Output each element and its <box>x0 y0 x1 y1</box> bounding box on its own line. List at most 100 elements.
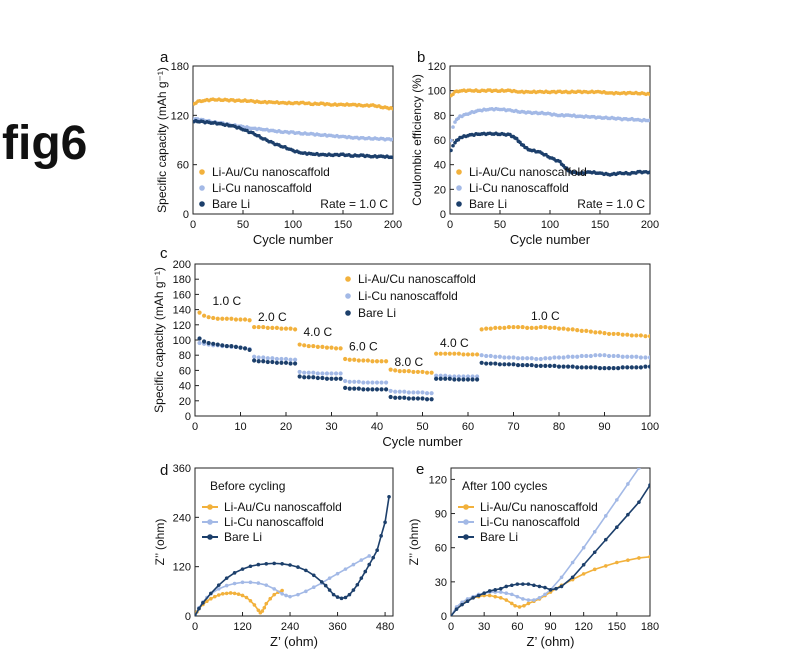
data-point <box>264 561 269 566</box>
data-point <box>402 389 407 394</box>
data-point <box>361 358 366 363</box>
data-point <box>588 365 593 370</box>
data-point <box>420 369 425 375</box>
data-point <box>488 361 493 366</box>
data-point <box>228 591 233 595</box>
data-point <box>304 589 308 594</box>
data-point <box>482 591 486 596</box>
data-point <box>534 325 539 330</box>
data-point <box>566 327 571 332</box>
series-li-au-cu-nanoscaffold <box>195 588 284 616</box>
series-li-au-cu-nanoscaffold <box>451 555 650 616</box>
data-point <box>288 563 292 567</box>
y-tick-label: 140 <box>173 305 191 317</box>
chart-panel-c: 0 10 20 30 40 50 60 70 80 90 100 0 20 40 60 80 100 120 140… <box>152 245 659 449</box>
data-point <box>615 560 619 565</box>
data-point <box>215 316 220 321</box>
y-tick-label: 120 <box>173 562 191 574</box>
data-point <box>288 594 292 599</box>
data-point <box>296 565 300 569</box>
data-point <box>552 363 557 368</box>
data-point <box>543 585 547 590</box>
data-point <box>451 125 455 129</box>
data-point <box>522 603 526 608</box>
series-bare-li <box>450 131 650 177</box>
data-point <box>283 326 289 331</box>
data-point <box>274 325 279 330</box>
data-point <box>487 589 492 593</box>
data-point <box>643 355 648 360</box>
data-point <box>575 365 580 370</box>
x-axis-label: Cycle number <box>382 434 463 449</box>
data-point <box>593 353 598 358</box>
data-point <box>643 334 648 339</box>
data-point <box>215 342 220 347</box>
data-point <box>534 363 539 368</box>
x-tick-label: 80 <box>553 421 565 433</box>
data-point <box>504 591 509 596</box>
legend-marker <box>207 534 213 540</box>
data-point <box>465 352 471 357</box>
data-point <box>548 588 553 592</box>
data-point <box>247 347 252 352</box>
data-point <box>497 325 502 330</box>
series-li-cu-nanoscaffold <box>197 340 650 396</box>
data-point <box>456 374 461 379</box>
series-li-cu-nanoscaffold <box>450 106 650 143</box>
data-point <box>543 592 547 597</box>
data-point <box>616 353 621 359</box>
data-point <box>240 593 245 598</box>
data-point <box>211 341 216 346</box>
data-point <box>256 581 261 585</box>
data-point <box>447 351 452 356</box>
legend-marker <box>463 534 469 540</box>
data-point <box>502 362 507 367</box>
data-point <box>620 354 625 359</box>
data-point <box>513 603 517 608</box>
series-li-au-cu-nanoscaffold <box>197 310 650 375</box>
y-axis-label: Specific capacity (mAh g⁻¹) <box>155 67 169 213</box>
data-point <box>593 365 598 370</box>
data-point <box>206 340 211 346</box>
data-point <box>232 591 237 596</box>
data-point <box>397 369 402 374</box>
data-point <box>236 592 241 597</box>
data-point <box>479 327 484 332</box>
data-point <box>475 374 480 379</box>
data-point <box>629 333 634 338</box>
data-point <box>493 594 498 599</box>
data-point <box>634 354 639 359</box>
data-point <box>493 588 498 592</box>
chart-panel-a: 0 50 100 150 200 0 60 120 180 Cycle number Specifi… <box>155 49 402 247</box>
data-point <box>260 609 265 613</box>
data-point <box>538 356 543 362</box>
y-tick-label: 360 <box>173 463 191 475</box>
y-tick-label: 120 <box>171 110 189 122</box>
data-point <box>429 397 434 402</box>
data-point <box>379 534 383 538</box>
data-point <box>393 389 398 394</box>
legend-marker <box>199 201 205 207</box>
data-point <box>247 318 252 323</box>
x-tick-label: 20 <box>280 421 292 433</box>
x-tick-label: 240 <box>281 621 299 633</box>
series-bare-li <box>451 483 650 616</box>
x-tick-label: 120 <box>574 621 592 633</box>
data-point <box>343 356 348 362</box>
data-point <box>637 468 641 470</box>
x-tick-label: 60 <box>462 421 474 433</box>
data-point <box>197 606 201 611</box>
data-point <box>347 357 352 362</box>
data-point <box>543 363 548 368</box>
y-tick-label: 60 <box>435 543 447 555</box>
y-tick-label: 60 <box>434 135 446 147</box>
data-point <box>315 375 320 381</box>
data-point <box>220 316 225 321</box>
legend-label: Li-Cu nanoscaffold <box>480 515 580 529</box>
data-point <box>647 364 650 369</box>
data-point <box>638 333 644 338</box>
legend-marker <box>207 504 213 510</box>
data-point <box>197 336 202 341</box>
data-point <box>306 343 311 349</box>
data-point <box>497 362 502 367</box>
